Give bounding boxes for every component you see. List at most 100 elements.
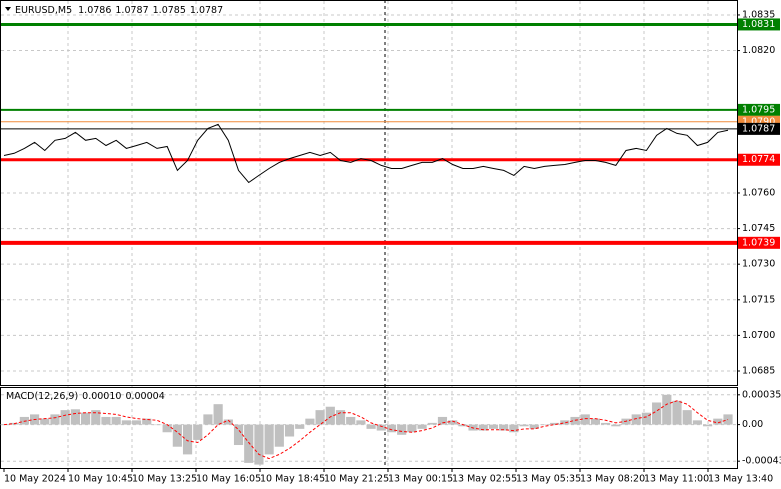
macd-bar (448, 420, 458, 425)
main-title: EURUSD,M5 1.0786 1.0787 1.0785 1.0787 (15, 5, 223, 16)
macd-bar (284, 424, 295, 437)
level-label: 1.0774 (742, 154, 775, 165)
high: 1.0787 (115, 5, 148, 16)
macd-bar (111, 416, 121, 425)
macd-value: 0.00010 (82, 391, 121, 402)
y-tick-label: 1.0685 (742, 365, 775, 376)
macd-bar (356, 420, 366, 425)
macd-bar (631, 414, 641, 425)
macd-bar (203, 414, 213, 425)
macd-bar (70, 409, 80, 425)
x-tick-label: 10 May 16:05 (196, 474, 261, 485)
macd-bar (335, 410, 346, 425)
macd-bar (233, 424, 244, 446)
macd-bar (244, 424, 254, 463)
x-tick-label: 10 May 13:25 (132, 474, 197, 485)
macd-bar (305, 418, 315, 425)
x-tick-label: 13 May 05:35 (516, 474, 581, 485)
x-tick-label: 13 May 00:15 (388, 474, 453, 485)
macd-bar (131, 420, 142, 425)
macd-bar (162, 424, 172, 433)
y-tick-label: 0.00035 (742, 389, 781, 400)
low: 1.0785 (153, 5, 186, 16)
y-tick-label: 1.0745 (742, 223, 775, 234)
macd-bar (703, 424, 713, 427)
macd-bar (682, 410, 692, 425)
level-label: 1.0787 (742, 123, 775, 134)
macd-bar (101, 416, 111, 425)
macd-bar (672, 400, 682, 425)
macd-bar (652, 402, 662, 425)
macd-bar (488, 424, 499, 429)
y-tick-label: -0.00043 (742, 456, 781, 467)
macd-bar (713, 418, 723, 425)
macd-bar (723, 414, 733, 425)
macd-bar (641, 412, 652, 425)
macd-bar (386, 424, 397, 433)
level-label-box (738, 103, 780, 116)
y-tick-label: 1.0715 (742, 294, 775, 305)
macd-bar (315, 410, 325, 425)
macd-bar (152, 424, 162, 426)
level-label-box (738, 236, 780, 249)
macd-bar (346, 416, 356, 425)
y-tick-label: 1.0700 (742, 330, 775, 341)
x-tick-label: 13 May 02:55 (452, 474, 517, 485)
x-tick-label: 10 May 2024 (4, 474, 66, 485)
y-tick-label: 1.0835 (742, 9, 775, 20)
macd-bar (397, 424, 407, 435)
macd-bar (427, 422, 437, 425)
x-tick-label: 13 May 08:20 (580, 474, 645, 485)
x-tick-label: 10 May 21:25 (324, 474, 389, 485)
macd-bar (539, 424, 550, 426)
macd-bar (519, 424, 529, 427)
macd-bar (692, 420, 702, 425)
macd-bar (478, 424, 488, 431)
x-tick-label: 13 May 13:40 (708, 474, 773, 485)
menu-arrow[interactable] (5, 7, 11, 11)
open: 1.0786 (78, 5, 111, 16)
macd-bar (264, 424, 274, 455)
macd-bar (590, 418, 601, 425)
x-tick-label: 13 May 11:00 (644, 474, 709, 485)
macd-bar (295, 424, 305, 429)
macd-bar (509, 424, 519, 433)
macd-bar (499, 424, 509, 431)
price-line (3, 123, 729, 184)
macd-bar (376, 424, 386, 431)
macd-title: MACD(12,26,9) 0.00010 0.00004 (6, 391, 165, 402)
macd-bar (172, 424, 182, 447)
level-label-box (738, 153, 780, 166)
level-label: 1.0831 (742, 19, 775, 30)
signal-line (3, 400, 729, 460)
macd-bar (325, 406, 335, 425)
macd-bar (417, 424, 427, 429)
close: 1.0787 (190, 5, 223, 16)
macd-bar (121, 420, 131, 425)
level-label-box (738, 122, 780, 135)
macd-bar (458, 424, 468, 427)
macd-bar (50, 414, 60, 425)
signal-value: 0.00004 (125, 391, 164, 402)
macd-bar (274, 424, 284, 447)
y-tick-label: 1.0820 (742, 45, 775, 56)
macd-bar (580, 414, 590, 425)
macd-bar (223, 419, 233, 425)
y-tick-label: 1.0730 (742, 259, 775, 270)
macd-bar (437, 416, 448, 425)
level-label: 1.0790 (742, 116, 775, 127)
macd-bar (662, 394, 672, 425)
y-tick-label: 0.00 (742, 419, 763, 430)
macd-bar (60, 410, 70, 425)
macd-bar (40, 418, 50, 425)
y-tick-label: 1.0760 (742, 187, 775, 198)
macd-bar (142, 418, 152, 425)
symbol: EURUSD,M5 (15, 5, 72, 16)
x-tick-label: 10 May 10:45 (68, 474, 133, 485)
x-tick-label: 10 May 18:45 (260, 474, 325, 485)
macd-frame (0, 387, 738, 469)
macd-bar (560, 420, 570, 425)
macd-name: MACD(12,26,9) (6, 391, 78, 402)
level-label: 1.0795 (742, 104, 775, 115)
